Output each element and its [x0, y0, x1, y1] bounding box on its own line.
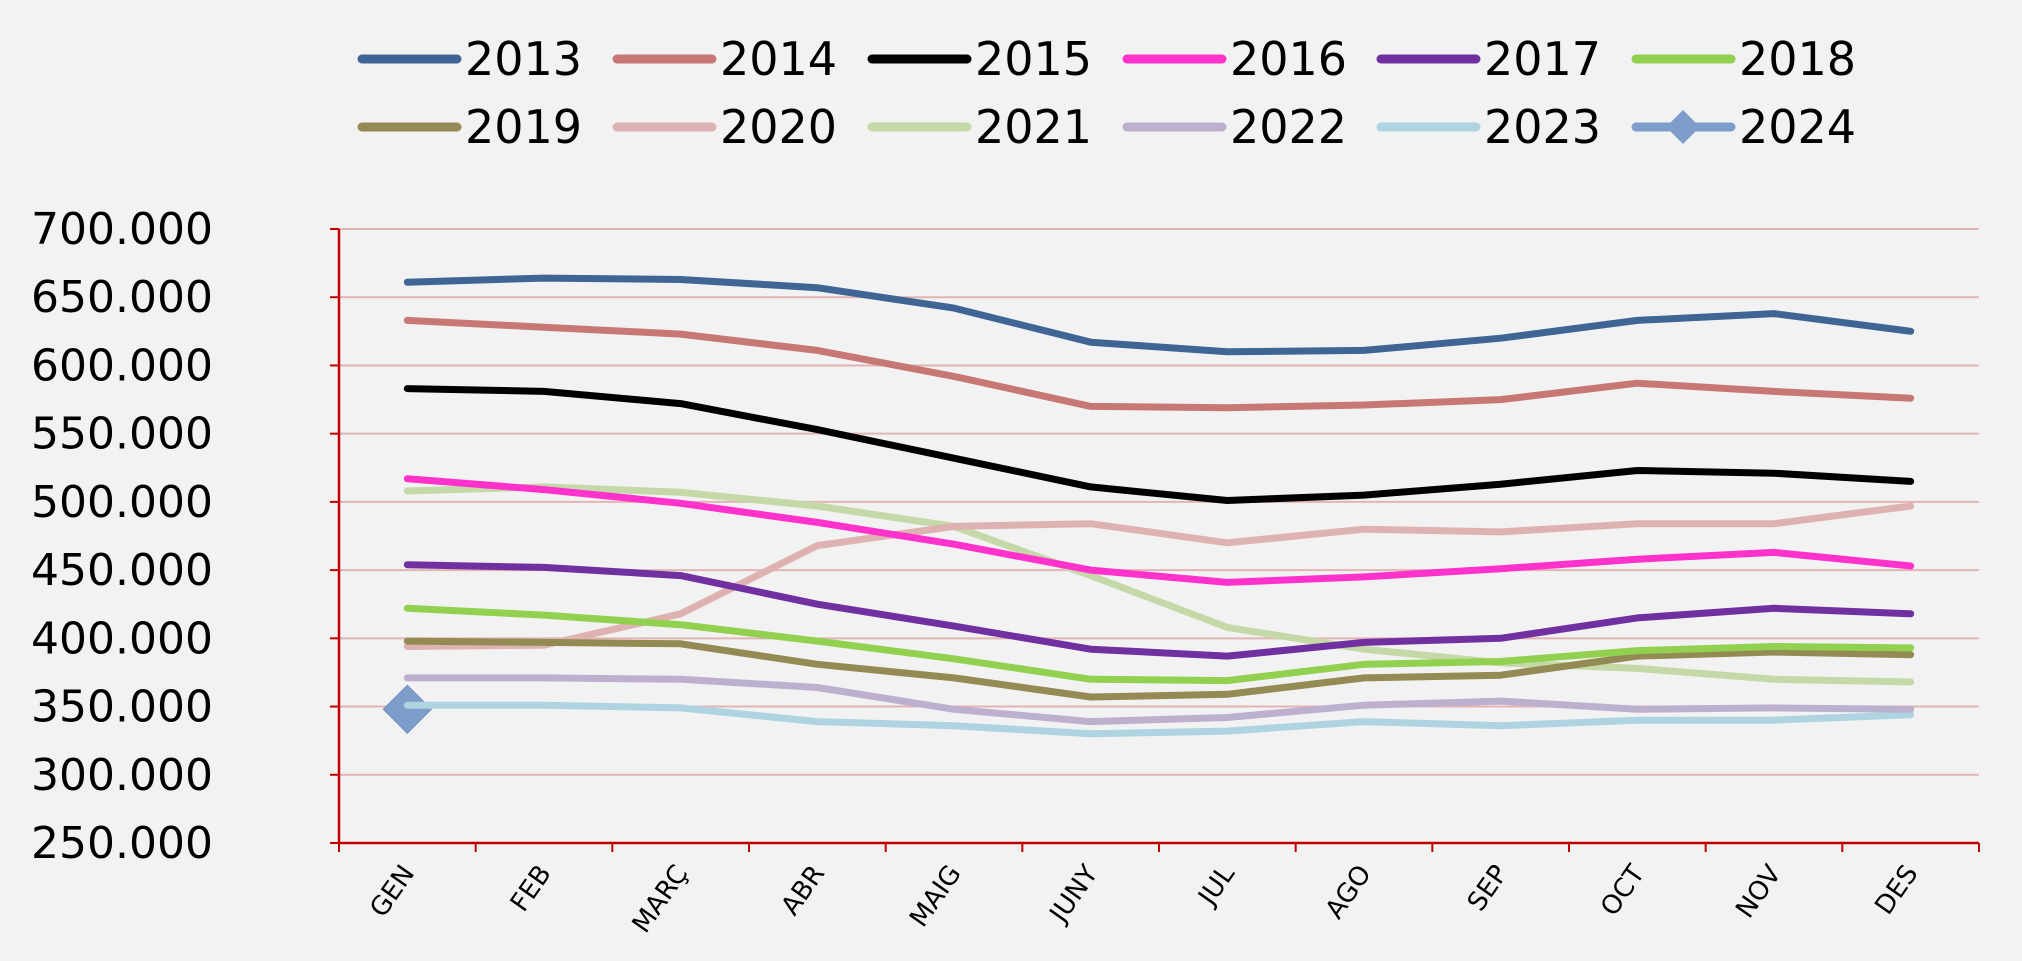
x-tick-label: NOV: [1730, 860, 1788, 924]
y-axis-tick-labels: 700.000 650.000 600.000 550.000 500.000 450.0…: [31, 204, 213, 869]
series-line-2018: [403, 604, 1915, 685]
series-line-2020: [403, 502, 1915, 650]
legend-label: 2023: [1484, 100, 1601, 154]
axes: [330, 228, 1980, 852]
y-tick-label: 500.000: [31, 477, 213, 528]
legend-label: 2013: [465, 32, 582, 86]
legend-item-2015: 2015: [867, 32, 1092, 86]
series-line-2023: [403, 701, 1915, 738]
y-tick-label: 300.000: [31, 750, 213, 801]
series-line-2019: [403, 637, 1915, 701]
legend-item-2021: 2021: [867, 100, 1092, 154]
series-line-2022: [403, 674, 1915, 726]
legend-label: 2018: [1739, 32, 1856, 86]
x-tick-label: GEN: [364, 860, 421, 923]
legend-item-2014: 2014: [612, 32, 837, 86]
x-tick-label: MAIG: [904, 860, 968, 933]
x-tick-label: SEP: [1462, 860, 1514, 917]
series-line-2014: [403, 316, 1915, 412]
legend-diamond-marker: [1666, 110, 1700, 144]
x-axis-tick-labels: GEN FEB MARÇ ABR MAIG JUNY JUL AGO SEP OCT NOV DES: [364, 859, 1924, 938]
legend-label: 2021: [975, 100, 1092, 154]
series-line-2015: [403, 385, 1915, 504]
y-tick-label: 400.000: [31, 613, 213, 664]
legend-label: 2022: [1230, 100, 1347, 154]
point-marker-2024: [382, 684, 433, 734]
y-tick-label: 700.000: [31, 204, 213, 255]
legend-item-2019: 2019: [357, 100, 582, 154]
y-tick-label: 650.000: [31, 272, 213, 323]
y-tick-label: 250.000: [31, 818, 213, 869]
legend-label: 2014: [720, 32, 837, 86]
legend-item-2016: 2016: [1122, 32, 1347, 86]
legend-item-2017: 2017: [1376, 32, 1601, 86]
y-tick-label: 450.000: [31, 545, 213, 596]
legend-label: 2020: [720, 100, 837, 154]
legend-item-2013: 2013: [357, 32, 582, 86]
legend-item-2018: 2018: [1631, 32, 1856, 86]
legend-label: 2015: [975, 32, 1092, 86]
legend-label: 2024: [1739, 100, 1856, 154]
legend: 2013 2014 2015 2016 2017 2018 2019 2020 2021 2022…: [357, 32, 1856, 154]
x-tick-label: OCT: [1595, 860, 1651, 922]
x-tick-label: FEB: [505, 860, 558, 918]
y-tick-label: 350.000: [31, 682, 213, 733]
series-lines: [382, 274, 1915, 738]
series-line-2021: [403, 483, 1915, 686]
x-tick-label: MARÇ: [627, 860, 695, 939]
legend-label: 2017: [1484, 32, 1601, 86]
legend-label: 2016: [1230, 32, 1347, 86]
x-tick-label: DES: [1869, 860, 1924, 921]
legend-item-2023: 2023: [1376, 100, 1601, 154]
legend-label: 2019: [465, 100, 582, 154]
x-tick-label: JUNY: [1043, 860, 1104, 930]
x-tick-label: AGO: [1320, 860, 1378, 925]
x-tick-label: JUL: [1192, 859, 1242, 912]
legend-item-2022: 2022: [1122, 100, 1347, 154]
series-line-2013: [403, 274, 1915, 356]
series-line-2016: [403, 475, 1915, 586]
series-line-2017: [403, 561, 1915, 660]
legend-item-2020: 2020: [612, 100, 837, 154]
y-tick-label: 600.000: [31, 340, 213, 391]
y-tick-label: 550.000: [31, 409, 213, 460]
x-tick-label: ABR: [776, 860, 831, 921]
legend-item-2024: 2024: [1631, 100, 1856, 154]
